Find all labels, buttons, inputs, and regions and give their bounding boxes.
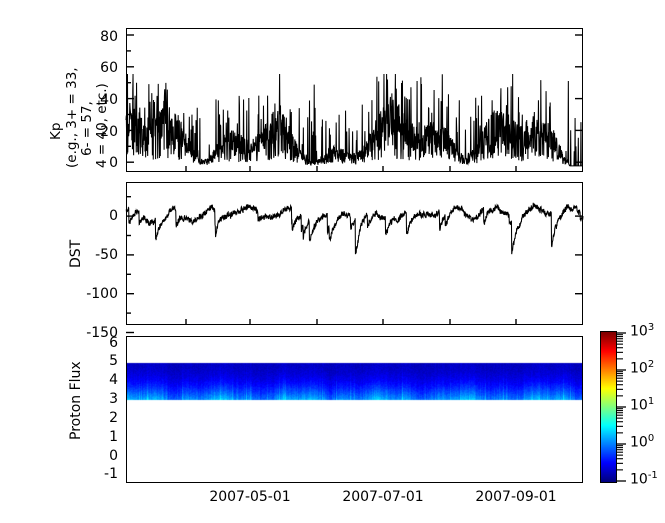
colorbar-tick-exponent-3: 0 — [647, 433, 655, 444]
colorbar-tick-mantissa-2: 10 — [630, 397, 648, 414]
proton-ytick-label-6: 6 — [109, 334, 118, 351]
proton-ytick-label-1: 1 — [109, 428, 118, 445]
colorbar-minor-ticks — [617, 334, 623, 471]
kp-ytick-label-60: 60 — [100, 60, 118, 76]
colorbar-tick-mantissa-3: 10 — [630, 434, 648, 451]
colorbar-tick-exponent-2: 1 — [647, 396, 655, 407]
colorbar — [600, 331, 617, 483]
xtick-label-3: 2007-09-01 — [475, 489, 557, 505]
colorbar-tick-mantissa-4: 10 — [630, 471, 648, 488]
colorbar-tick-exponent-1: 2 — [647, 359, 655, 370]
colorbar-tick-label-4: 10-1 — [630, 470, 658, 488]
proton-ytick-label-neg1: -1 — [104, 466, 118, 483]
colorbar-tick-exponent-0: 3 — [647, 322, 655, 333]
kp-ytick-label-0: 0 — [109, 155, 118, 171]
xtick-label-1: 2007-05-01 — [209, 489, 291, 505]
xtick-label-2: 2007-07-01 — [342, 489, 424, 505]
kp-ytick-label-40: 40 — [100, 92, 118, 108]
proton-flux-spectrogram — [127, 337, 582, 482]
proton-ytick-label-2: 2 — [109, 409, 118, 426]
colorbar-tick-label-3: 100 — [630, 433, 654, 451]
colorbar-tick-exponent-4: -1 — [647, 470, 658, 481]
dst-ytick-label-0: 0 — [109, 208, 118, 224]
kp-axis-title-note-1: (e.g., 3+ = 33, — [64, 67, 80, 168]
proton-ytick-label-4: 4 — [109, 372, 118, 389]
colorbar-tick-mantissa-0: 10 — [630, 323, 648, 340]
kp-ytick-label-80: 80 — [100, 29, 118, 45]
panel-kp — [126, 28, 583, 172]
kp-ytick-label-20: 20 — [100, 124, 118, 140]
colorbar-tick-mantissa-1: 10 — [630, 360, 648, 377]
panel-proton-flux — [126, 336, 583, 483]
panel-dst — [126, 182, 583, 325]
colorbar-gradient — [601, 332, 616, 482]
proton-ytick-label-5: 5 — [109, 353, 118, 370]
colorbar-tick-label-0: 103 — [630, 322, 654, 340]
dst-ytick-label-neg100: -100 — [86, 286, 118, 302]
colorbar-ticks — [617, 332, 626, 482]
colorbar-tick-label-1: 102 — [630, 359, 654, 377]
colorbar-tick-label-2: 101 — [630, 396, 654, 414]
proton-ytick-label-3: 3 — [109, 391, 118, 408]
kp-axis-title-main: Kp — [48, 122, 64, 140]
dst-ytick-label-neg150: -150 — [86, 325, 118, 341]
dst-ytick-label-neg50: -50 — [95, 247, 118, 263]
proton-ytick-label-0: 0 — [109, 447, 118, 464]
